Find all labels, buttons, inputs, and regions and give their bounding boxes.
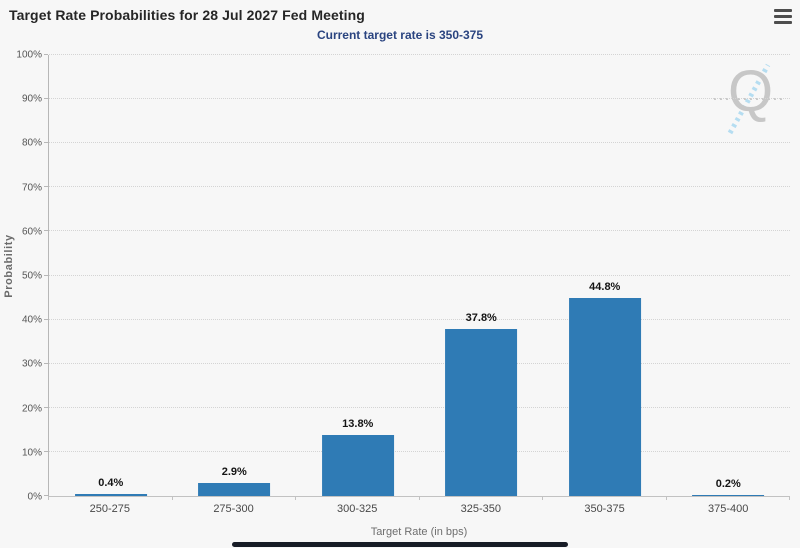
x-axis-category-label: 375-400	[708, 503, 749, 515]
probability-bar[interactable]	[568, 298, 641, 496]
bar-value-label: 37.8%	[465, 312, 497, 325]
x-axis-tick	[789, 496, 790, 500]
bar-value-label: 0.4%	[98, 477, 124, 490]
x-axis-labels: 250-275 275-300 300-325 325-350 350-375 375-4…	[48, 503, 790, 515]
x-axis-category-label: 350-375	[584, 503, 625, 515]
y-axis-tick	[44, 54, 48, 55]
x-axis-title: Target Rate (in bps)	[370, 526, 468, 538]
y-axis-tick-label: 100%	[16, 49, 42, 61]
x-axis-category-label: 300-325	[336, 503, 378, 515]
hamburger-menu-icon	[774, 9, 792, 12]
y-axis-tick-label: 70%	[21, 182, 42, 194]
gridline	[49, 406, 790, 408]
y-axis-tick	[44, 142, 48, 144]
x-axis-tick	[665, 496, 667, 500]
y-axis-tick	[44, 406, 48, 408]
gridline	[49, 450, 790, 452]
y-axis-tick-label: 20%	[21, 403, 42, 415]
chart-title: Target Rate Probabilities for 28 Jul 202…	[9, 7, 365, 23]
chart-subtitle: Current target rate is 350-375	[316, 28, 484, 42]
quikstrike-q-logo: Q	[728, 59, 774, 124]
y-axis-tick	[44, 362, 48, 364]
x-axis-tick	[295, 496, 296, 500]
y-axis-tick	[44, 495, 48, 496]
x-axis-category-label: 250-275	[89, 503, 131, 515]
y-axis-tick-label: 50%	[21, 270, 42, 282]
x-axis-category-label: 325-350	[460, 503, 502, 515]
y-axis-tick-labels: 0% 10% 20% 30% 40% 50% 60% 70% 80% 90% 100%	[0, 50, 42, 503]
gridline	[49, 98, 790, 100]
bar-value-label: 0.2%	[715, 478, 741, 491]
probability-bar[interactable]	[321, 435, 394, 496]
x-axis-tick	[48, 496, 49, 500]
gridline	[49, 274, 790, 276]
y-axis-tick-label: 0%	[27, 491, 42, 503]
y-axis-tick	[44, 450, 48, 452]
y-axis-tick	[44, 186, 48, 188]
x-axis-tick	[418, 496, 420, 500]
bar-value-label: 13.8%	[342, 418, 374, 431]
home-indicator	[232, 542, 568, 547]
probability-bar[interactable]	[692, 495, 765, 496]
plot-area: Q 0.4% 2.9% 13.8% 37.8% 44.8% 0.2%	[44, 54, 790, 500]
bar-value-label: 2.9%	[221, 466, 247, 479]
y-axis-tick-label: 60%	[21, 226, 42, 238]
y-axis-tick-label: 40%	[21, 314, 42, 326]
bar-value-label: 44.8%	[589, 281, 621, 294]
y-axis-tick	[44, 318, 48, 320]
y-axis-tick	[44, 274, 48, 276]
y-axis-tick	[44, 230, 48, 232]
probability-bar[interactable]	[198, 483, 271, 496]
gridline	[49, 362, 790, 364]
x-axis-tick	[542, 496, 543, 500]
y-axis-tick	[44, 98, 48, 100]
gridline	[49, 142, 790, 144]
y-axis-tick-label: 10%	[21, 447, 42, 459]
y-axis-tick-label: 30%	[21, 358, 42, 370]
probability-bar[interactable]	[74, 494, 147, 496]
gridline	[49, 54, 790, 55]
y-axis-tick-label: 90%	[21, 93, 42, 105]
chart-context-menu-button[interactable]	[774, 9, 792, 24]
probability-bar[interactable]	[445, 329, 518, 496]
x-axis-tick	[171, 496, 173, 500]
gridline	[49, 230, 790, 232]
gridline	[49, 318, 790, 320]
gridline	[49, 186, 790, 188]
x-axis-category-label: 275-300	[213, 503, 254, 515]
y-axis-tick-label: 80%	[21, 137, 42, 149]
